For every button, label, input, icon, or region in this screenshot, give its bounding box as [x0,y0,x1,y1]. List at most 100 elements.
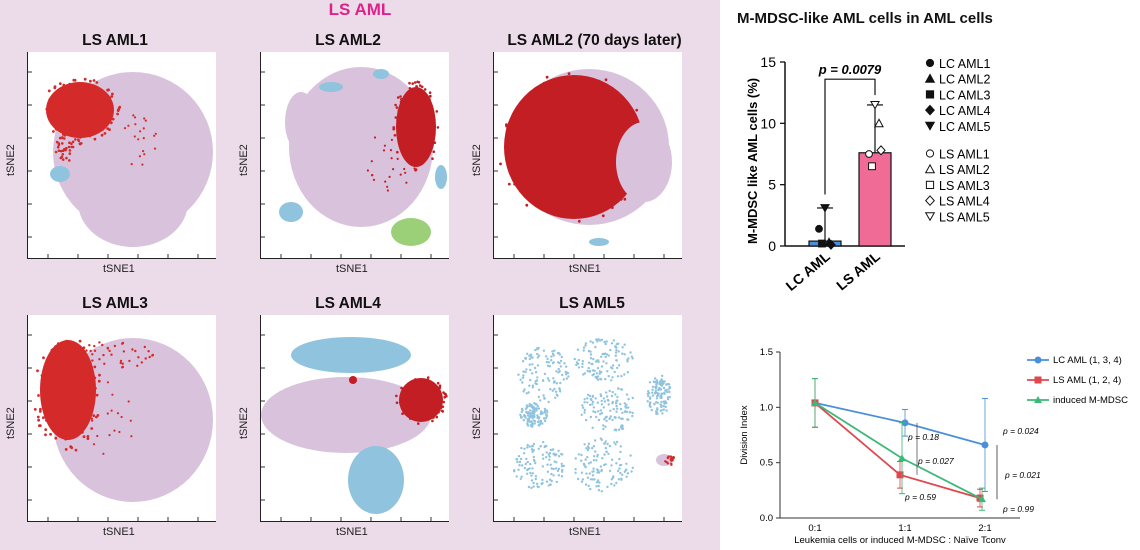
x-tick-label: 2:1 [978,523,991,534]
legend-marker [924,121,936,131]
data-point [896,471,904,479]
lavender-population [261,377,431,453]
p-value-annotation: p = 0.59 [904,492,936,502]
tsne-xlabel: tSNE1 [336,263,368,275]
blue-population [589,238,609,246]
tsne-scatter [28,71,213,258]
legend-marker [925,58,935,68]
lavender-population [78,157,188,247]
legend-label: LS AML (1, 2, 4) [1053,375,1121,386]
y-tick-label: 1.5 [760,347,773,358]
blue-population [348,446,404,514]
y-tick-label: 5 [768,177,776,193]
tsne-xlabel: tSNE1 [569,526,601,538]
legend-label: LC AML2 [939,73,990,87]
lavender-population [285,92,317,152]
x-category-label: LS AML [833,248,883,294]
legend-marker [925,180,935,190]
legend-marker [1034,356,1042,364]
blue-population [373,69,389,79]
legend-marker [1034,396,1042,403]
y-tick-label: 0.5 [760,458,773,469]
legend-label: LC AML1 [939,57,990,71]
x-tick-label: 1:1 [898,523,911,534]
lavender-population [616,122,672,202]
series-line [814,402,983,500]
red-population [40,340,96,440]
p-value-annotation: p = 0.18 [907,432,939,442]
data-point [865,150,873,158]
tsne-scatter [494,69,672,258]
legend-label: LC AML4 [939,104,990,118]
tsne-ylabel: tSNE2 [5,144,17,176]
blue-population [50,166,70,182]
line-ylabel: Division Index [739,405,750,464]
tsne-scatter [494,334,675,521]
tsne-ylabel: tSNE2 [238,144,250,176]
data-point [868,162,876,171]
significance-bracket [824,78,876,195]
tsne-panel-title: LS AML5 [559,295,625,312]
tsne-scatter [261,334,448,521]
p-value-annotation: p = 0.0079 [818,62,882,77]
tsne-plot [493,315,682,522]
legend-label: LS AML4 [939,195,990,209]
legend-label: LC AML (1, 3, 4) [1053,355,1122,366]
legend-label: induced M-MDSC [1053,395,1128,406]
legend-marker [924,212,936,222]
data-point [818,239,826,248]
tsne-xlabel: tSNE1 [103,263,135,275]
legend-marker [924,104,936,116]
p-value-annotation: p = 0.99 [1002,504,1034,514]
bar-chart-title: M-MDSC-like AML cells in AML cells [737,10,993,27]
series-line [814,402,981,499]
data-point [898,454,906,462]
data-point [981,441,989,449]
p-value-annotation: p = 0.027 [917,456,954,466]
legend-label: LC AML3 [939,88,990,102]
green-population [391,218,431,246]
tsne-plot [260,315,449,522]
data-point [826,239,836,250]
legend-marker [924,163,936,174]
data-point [870,101,880,110]
data-point [874,118,884,128]
legend-marker [925,149,935,158]
blue-population [279,202,303,222]
tsne-xlabel: tSNE1 [569,263,601,275]
legend-marker [1034,376,1042,384]
y-tick-label: 10 [760,115,776,131]
tsne-panel-title: LS AML1 [82,32,148,49]
tsne-ylabel: tSNE2 [471,144,483,176]
tsne-panel-title: LS AML4 [315,295,381,312]
data-point [811,398,819,406]
x-category-label: LC AML [783,248,834,294]
y-tick-label: 1.0 [760,402,773,413]
tsne-ylabel: tSNE2 [5,407,17,439]
legend-label: LS AML1 [939,148,990,162]
x-tick-label: 0:1 [808,523,821,534]
line-xlabel: Leukemia cells or induced M-MDSC : Naïve… [794,535,1006,546]
legend-label: LS AML3 [939,179,990,193]
tsne-panel-title: LS AML2 [315,32,381,49]
data-point [815,224,823,233]
legend-marker [924,73,936,83]
y-tick-label: 0 [768,238,776,254]
tsne-xlabel: tSNE1 [103,526,135,538]
legend-label: LC AML5 [939,120,990,134]
tsne-scatter [261,67,447,258]
data-point [876,145,886,156]
data-point [820,204,830,213]
data-point [978,495,986,503]
red-population [349,376,357,384]
tsne-panel-title: LS AML3 [82,295,148,312]
y-tick-label: 0.0 [760,513,773,524]
y-tick-label: 15 [760,54,776,70]
red-population [399,378,443,422]
p-value-annotation: p = 0.024 [1002,426,1039,436]
tsne-ylabel: tSNE2 [471,407,483,439]
blue-population [319,82,343,92]
tsne-plot [260,52,449,259]
tsne-plot [27,315,216,522]
